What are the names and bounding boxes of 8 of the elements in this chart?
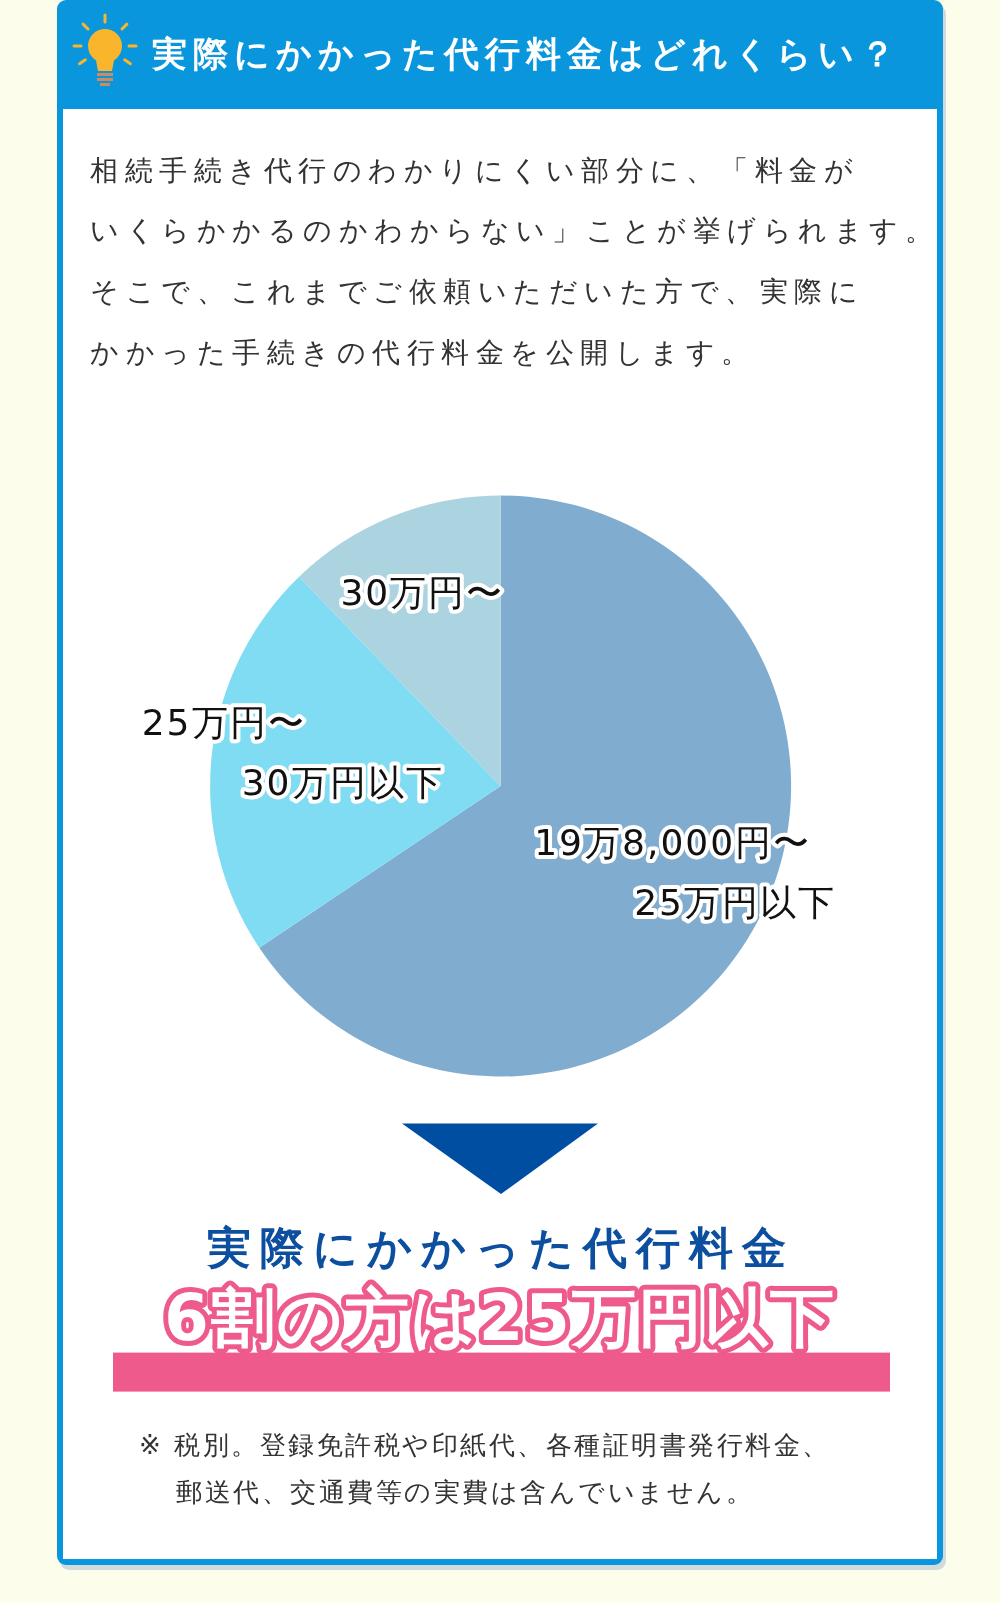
text: ※ 税別。登録免許税や印紙代、各種証明書発行料金、郵送代、交通費等の実費は含んでいません。 — [139, 1429, 831, 1508]
text: 実際にかかった代行料金 — [206, 1221, 795, 1273]
chart-title: 実際にかかった代行料金はどれくらい？ — [151, 34, 901, 74]
text: 6割の方は25万円以下 — [164, 1281, 836, 1355]
slice-label: 19万8,000円〜 25万円以下 — [534, 821, 837, 923]
chart-subtitle: 相続手続き代行のわかりにくい部分に、「料金がいくらかかるのかわからない」ことが挙げられます。そこで、これまでご依頼いただいた方で、実際にかかった手続きの代行料金を公開します。 — [90, 153, 939, 369]
slice-label: 30万円〜 — [340, 571, 505, 613]
slice-label: 25万円〜 30万円以下 — [141, 701, 444, 803]
